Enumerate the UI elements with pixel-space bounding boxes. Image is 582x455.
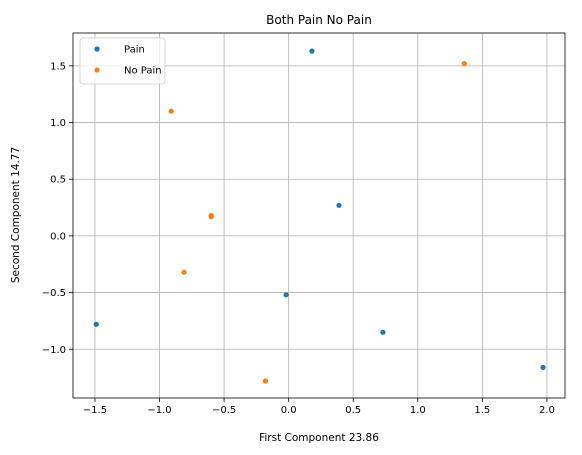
x-tick-label: −1.0 (147, 405, 171, 416)
y-tick-label: 1.5 (50, 61, 66, 72)
data-point-pain (93, 321, 99, 327)
legend-box (79, 37, 166, 85)
legend-label: Pain (124, 45, 145, 56)
x-tick-label: 2.0 (539, 405, 555, 416)
y-axis-label: Second Component 14.77 (10, 147, 22, 283)
x-tick-label: 0.0 (281, 405, 297, 416)
y-tick-label: 1.0 (50, 118, 66, 129)
x-tick-label: 1.0 (410, 405, 426, 416)
data-point-no-pain (208, 212, 214, 219)
data-point-pain (380, 329, 386, 335)
x-tick-label: 0.5 (345, 405, 361, 416)
data-point-no-pain (262, 378, 269, 384)
x-tick-label: −0.5 (212, 405, 236, 416)
y-tick-label: 0.0 (50, 231, 66, 242)
data-point-no-pain (168, 108, 174, 114)
data-point-no-pain (181, 269, 187, 275)
y-tick-label: 0.5 (50, 175, 66, 186)
data-point-pain (309, 48, 315, 54)
data-point-pain (336, 202, 342, 208)
y-tick-label: −0.5 (42, 288, 66, 299)
data-points (93, 48, 546, 384)
legend-label: No Pain (124, 66, 162, 77)
chart-title: Both Pain No Pain (266, 13, 372, 27)
grid (73, 33, 565, 398)
data-point-no-pain (461, 61, 467, 67)
legend-marker (94, 46, 100, 52)
x-tick-label: 1.5 (474, 405, 490, 416)
legend: Pain No Pain (79, 37, 166, 85)
x-axis-label: First Component 23.86 (259, 432, 379, 444)
legend-marker (94, 67, 100, 73)
plot-frame (72, 32, 566, 399)
data-point-pain (540, 364, 546, 370)
y-tick-label: −1.0 (42, 345, 66, 356)
x-axis-ticks: −1.5 −1.0 −0.5 0.0 0.5 1.0 1.5 2.0 (83, 398, 555, 416)
y-axis-ticks: −1.0 −0.5 0.0 0.5 1.0 1.5 (42, 61, 73, 356)
x-tick-label: −1.5 (83, 405, 107, 416)
data-point-pain (283, 292, 289, 298)
